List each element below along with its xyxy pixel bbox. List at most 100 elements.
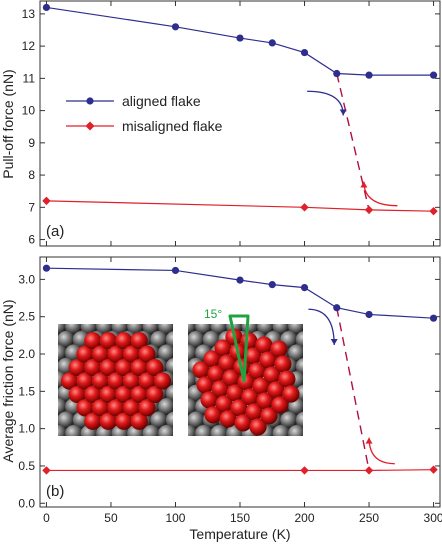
substrate-atom bbox=[172, 438, 189, 455]
flake-atom bbox=[115, 385, 133, 404]
substrate-atom bbox=[73, 438, 90, 455]
substrate-atom bbox=[295, 331, 303, 348]
substrate-atom bbox=[304, 344, 321, 361]
flake-atom bbox=[214, 339, 232, 357]
y-tick-label: 13 bbox=[22, 7, 36, 21]
heating-arrow bbox=[363, 181, 398, 207]
panel-a-series bbox=[42, 3, 438, 216]
y-tick-label: 9 bbox=[28, 136, 35, 150]
aligned-series-line bbox=[46, 267, 434, 319]
substrate-atom bbox=[249, 304, 266, 321]
substrate-atom bbox=[58, 398, 67, 415]
substrate-atom bbox=[288, 424, 303, 436]
substrate-atom bbox=[202, 331, 220, 348]
aligned-data-point bbox=[42, 264, 51, 272]
flake-atom bbox=[256, 392, 274, 410]
panel-b-series bbox=[42, 264, 438, 475]
flake-atom bbox=[234, 414, 252, 432]
y-tick-label: 1.5 bbox=[18, 384, 35, 398]
substrate-atom bbox=[188, 389, 189, 397]
substrate-atom bbox=[288, 344, 303, 362]
legend-aligned-label: aligned flake bbox=[122, 93, 201, 109]
legend-misaligned-label: misaligned flake bbox=[122, 118, 223, 134]
misaligned-data-point bbox=[429, 206, 438, 216]
flake-atom bbox=[91, 372, 110, 390]
flake-atom bbox=[76, 345, 94, 363]
substrate-atom bbox=[119, 304, 136, 321]
flake-atom bbox=[244, 347, 262, 365]
flake-atom bbox=[230, 399, 248, 417]
substrate-atom bbox=[57, 438, 74, 455]
inset-misaligned-image bbox=[172, 304, 328, 455]
aligned-data-point bbox=[171, 23, 180, 31]
aligned-data-point bbox=[300, 283, 309, 292]
flake-atom bbox=[99, 385, 117, 404]
flake-atom bbox=[122, 372, 141, 390]
flake-atom bbox=[76, 399, 94, 417]
flake-atom bbox=[91, 345, 110, 363]
flake-atom bbox=[91, 399, 110, 417]
substrate-atom bbox=[311, 331, 328, 348]
flake-atom bbox=[130, 332, 148, 350]
aligned-series-line bbox=[46, 6, 434, 76]
flake-atom bbox=[196, 376, 214, 394]
flake-atom bbox=[138, 345, 156, 363]
panel-a-ylabel: Pull-off force (nN) bbox=[0, 69, 16, 178]
flake-atom bbox=[218, 354, 236, 372]
misaligned-data-point bbox=[42, 466, 51, 475]
substrate-atom bbox=[73, 304, 90, 321]
flake-atom bbox=[68, 385, 86, 404]
aligned-data-point bbox=[268, 281, 276, 289]
y-tick-label: 7 bbox=[28, 200, 35, 214]
x-tick-label: 300 bbox=[424, 511, 442, 525]
flake-atom bbox=[130, 358, 148, 377]
substrate-atom bbox=[174, 371, 191, 388]
flake-atom bbox=[271, 396, 289, 414]
aligned-data-point bbox=[333, 304, 341, 312]
substrate-atom bbox=[111, 324, 129, 335]
substrate-atom bbox=[210, 324, 228, 335]
substrate-atom bbox=[158, 344, 173, 362]
substrate-atom bbox=[304, 318, 321, 335]
flake-atom bbox=[207, 365, 225, 383]
substrate-atom bbox=[158, 398, 173, 415]
substrate-atom bbox=[295, 411, 303, 429]
flake-atom bbox=[200, 391, 218, 409]
heating-arrowhead bbox=[365, 437, 373, 444]
y-tick-label: 3.0 bbox=[18, 272, 35, 286]
substrate-atom bbox=[150, 331, 168, 348]
substrate-atom bbox=[150, 411, 168, 429]
substrate-atom bbox=[188, 398, 197, 415]
substrate-atom bbox=[58, 336, 59, 343]
misaligned-data-point bbox=[364, 205, 374, 215]
aligned-data-point bbox=[236, 276, 244, 284]
substrate-atom bbox=[174, 398, 191, 415]
flake-atom bbox=[146, 385, 164, 404]
substrate-atom bbox=[96, 324, 113, 335]
heating-arrow bbox=[368, 437, 395, 465]
flake-atom bbox=[274, 355, 292, 373]
heating-arrowhead bbox=[360, 181, 368, 188]
substrate-atom bbox=[188, 324, 197, 335]
panel-b-transition bbox=[336, 307, 370, 471]
substrate-atom bbox=[304, 398, 321, 415]
substrate-atom bbox=[188, 331, 205, 348]
y-tick-label: 1.0 bbox=[18, 422, 35, 436]
panel-a-transition bbox=[336, 73, 370, 211]
substrate-atom bbox=[304, 425, 321, 442]
cooling-arrow bbox=[308, 308, 335, 346]
substrate-atom bbox=[58, 411, 75, 429]
flake-atom bbox=[255, 336, 273, 354]
substrate-atom bbox=[234, 438, 251, 455]
aligned-data-point bbox=[42, 3, 51, 12]
substrate-atom bbox=[58, 363, 59, 370]
substrate-atom bbox=[142, 424, 160, 436]
transition-dashed-line bbox=[336, 73, 370, 211]
substrate-atom bbox=[187, 304, 204, 321]
substrate-atom bbox=[58, 389, 59, 397]
flake-atom bbox=[203, 350, 221, 368]
y-tick-label: 10 bbox=[22, 104, 36, 118]
substrate-atom bbox=[165, 357, 173, 375]
substrate-atom bbox=[165, 411, 173, 429]
aligned-data-point bbox=[300, 48, 309, 57]
